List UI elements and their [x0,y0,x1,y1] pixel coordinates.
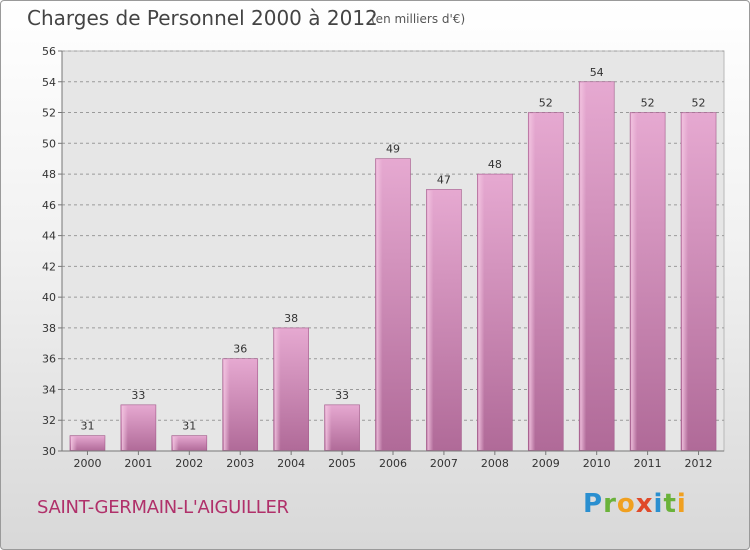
bar-highlight [631,113,638,451]
y-tick-label: 42 [42,260,56,273]
y-tick-label: 56 [42,45,56,58]
logo-letter: o [616,489,636,519]
x-tick-label: 2005 [328,457,356,470]
y-tick-label: 34 [42,383,56,396]
bar-highlight [427,190,434,450]
logo-letter: P [583,489,604,519]
y-tick-label: 54 [42,76,56,89]
logo-letter: i [676,489,687,519]
bar-highlight [172,436,179,450]
x-tick-label: 2011 [634,457,662,470]
bar-highlight [223,359,230,450]
data-label: 38 [284,312,298,325]
y-tick-label: 50 [42,137,56,150]
bar-highlight [376,159,383,450]
bar-highlight [682,113,689,451]
data-label: 36 [233,343,247,356]
logo-letter: r [603,489,617,519]
logo-letter: x [635,489,654,519]
data-label: 31 [182,420,196,433]
bar-highlight [121,405,128,450]
chart-title: Charges de Personnel 2000 à 2012 [27,6,378,30]
bar-highlight [478,175,485,451]
x-tick-label: 2006 [379,457,407,470]
data-label: 48 [488,158,502,171]
y-tick-label: 32 [42,414,56,427]
data-label: 33 [335,389,349,402]
data-label: 49 [386,143,400,156]
data-label: 52 [539,97,553,110]
y-tick-label: 38 [42,322,56,335]
logo-letter: t [663,489,677,519]
y-tick-label: 48 [42,168,56,181]
bar-highlight [325,405,332,450]
x-tick-label: 2012 [685,457,713,470]
y-tick-label: 44 [42,230,56,243]
data-label: 47 [437,173,451,186]
x-tick-label: 2003 [226,457,254,470]
x-tick-label: 2007 [430,457,458,470]
bar-highlight [70,436,77,450]
x-tick-label: 2004 [277,457,305,470]
y-tick-label: 40 [42,291,56,304]
logo-letter: i [653,489,664,519]
proxiti-logo: Proxiti [583,489,687,519]
bar-highlight [274,328,281,450]
y-tick-label: 46 [42,199,56,212]
data-label: 31 [80,420,94,433]
x-tick-label: 2009 [532,457,560,470]
bar-highlight [580,82,587,451]
bar-highlight [529,113,536,451]
x-tick-label: 2010 [583,457,611,470]
x-tick-label: 2008 [481,457,509,470]
data-label: 33 [131,389,145,402]
city-name: SAINT-GERMAIN-L'AIGUILLER [37,497,289,518]
data-label: 52 [692,97,706,110]
x-tick-label: 2002 [175,457,203,470]
y-tick-label: 30 [42,445,56,458]
x-tick-label: 2000 [73,457,101,470]
y-tick-label: 52 [42,107,56,120]
y-tick-label: 36 [42,353,56,366]
x-tick-label: 2001 [124,457,152,470]
data-label: 52 [641,97,655,110]
data-label: 54 [590,66,604,79]
chart-subtitle: (en milliers d'€) [371,12,466,26]
